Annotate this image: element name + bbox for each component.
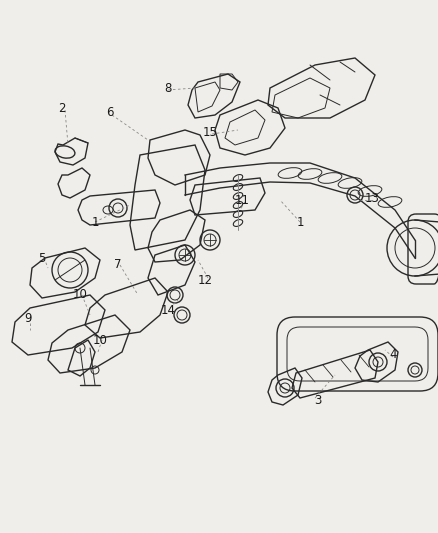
Text: 10: 10	[92, 334, 107, 346]
Text: 15: 15	[202, 125, 217, 139]
Text: 14: 14	[160, 303, 176, 317]
Text: 2: 2	[58, 101, 66, 115]
Text: 1: 1	[296, 215, 304, 229]
Text: 11: 11	[234, 193, 250, 206]
Text: 13: 13	[364, 191, 379, 205]
Text: 1: 1	[91, 215, 99, 229]
Text: 3: 3	[314, 393, 321, 407]
Text: 4: 4	[389, 349, 397, 361]
Text: 6: 6	[106, 106, 114, 118]
Text: 9: 9	[24, 311, 32, 325]
Text: 5: 5	[38, 252, 46, 264]
Text: 10: 10	[73, 288, 88, 302]
Text: 8: 8	[164, 82, 172, 94]
Text: 7: 7	[114, 259, 122, 271]
Text: 12: 12	[198, 273, 212, 287]
